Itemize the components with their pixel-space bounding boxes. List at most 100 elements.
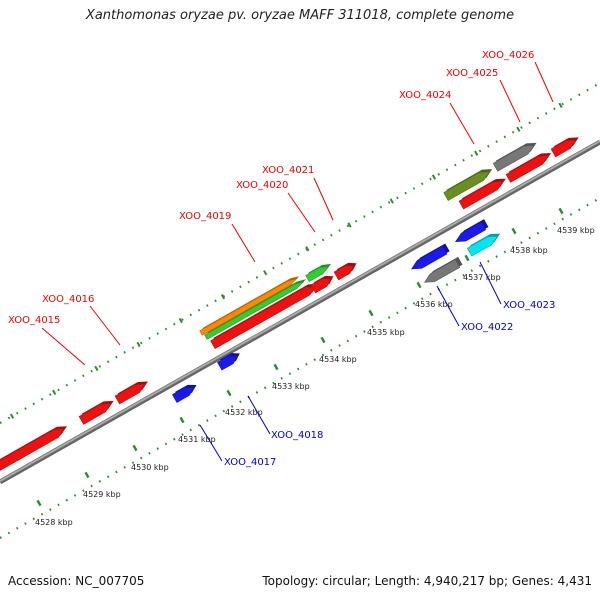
upper-guide-dot	[437, 173, 440, 176]
upper-guide-dot	[123, 350, 126, 354]
upper-guide-dot	[297, 252, 300, 256]
gene-label-xoo-4024[interactable]: XOO_4024	[399, 90, 451, 101]
gene-arrow-xoo-4023	[466, 233, 501, 257]
upper-guide-dot	[164, 327, 168, 331]
dotted-guide-lines	[0, 84, 598, 539]
gene-arrow-xoo-4025	[492, 142, 537, 172]
upper-guide-dot	[396, 196, 399, 200]
gene-arrow-xoo-4020-face	[204, 281, 305, 340]
gene-label-xoo-4019[interactable]: XOO_4019	[179, 211, 231, 222]
upper-guide-dot	[330, 233, 333, 237]
scale-tick-label: 4532 kbp	[225, 408, 263, 417]
scale-tick-label: 4536 kbp	[415, 300, 453, 309]
gene-arrow-xoo-4015-face	[0, 428, 65, 471]
lower-guide-dot	[429, 292, 432, 296]
upper-guide-dot	[470, 154, 474, 157]
leader-xoo-4017	[199, 424, 223, 462]
upper-guide-dot	[230, 290, 234, 293]
upper-guide-dot	[553, 107, 556, 111]
gene-arrow-xoo-4021b-face	[333, 265, 355, 281]
lower-guide-dot	[553, 222, 556, 226]
scale-tick-label: 4534 kbp	[319, 355, 357, 364]
lower-guide-dot	[544, 227, 548, 230]
lower-guide-dot	[594, 199, 598, 202]
upper-guide-dot	[363, 215, 366, 218]
gene-labels: XOO_4015 XOO_4016 XOO_4019 XOO_4020 XOO_4021…	[8, 50, 555, 468]
upper-guide-dot	[528, 121, 531, 125]
leader-xoo-4020	[287, 192, 316, 233]
lower-guide-dot	[123, 465, 126, 469]
lower-guide-dot	[106, 475, 110, 479]
scale-major-tick	[511, 227, 517, 235]
gene-label-xoo-4018[interactable]: XOO_4018	[271, 430, 323, 441]
gene-arrow-xoo-4025-red	[505, 152, 552, 183]
lower-guide-dot	[569, 213, 573, 216]
upper-guide-dot	[148, 336, 151, 340]
upper-guide-dot	[280, 262, 283, 265]
lower-guide-dot	[206, 419, 209, 422]
leader-xoo-4021	[313, 177, 334, 221]
lower-guide-dot	[387, 316, 391, 319]
lower-guide-dot	[462, 273, 465, 277]
gene-label-xoo-4022[interactable]: XOO_4022	[461, 322, 513, 333]
lower-guide-dot	[57, 503, 60, 507]
gene-arrow-xoo-4016a	[78, 400, 114, 425]
upper-guide-dot	[65, 383, 69, 387]
lower-guide-dot	[197, 423, 201, 427]
gene-label-xoo-4016[interactable]: XOO_4016	[42, 294, 94, 305]
lower-guide-dot	[7, 531, 11, 535]
leader-xoo-4024	[449, 102, 475, 145]
lower-guide-dot	[487, 259, 490, 263]
gene-arrow-xoo-4019-red-face	[210, 286, 317, 350]
gene-label-xoo-4023[interactable]: XOO_4023	[503, 300, 555, 311]
upper-guide-tick	[136, 341, 141, 348]
leader-xoo-4018	[247, 395, 271, 435]
upper-guide-dot	[272, 266, 275, 270]
scale-tick-label: 4531 kbp	[178, 435, 216, 444]
lower-guide-dot	[338, 344, 341, 347]
scale-tick-label: 4538 kbp	[510, 246, 548, 255]
leader-xoo-4022	[436, 285, 460, 327]
scale-major-tick	[132, 444, 138, 452]
gene-arrow-xoo-4017-face	[172, 387, 195, 403]
upper-guide-dot	[206, 304, 209, 307]
gene-label-xoo-4021[interactable]: XOO_4021	[262, 165, 314, 176]
upper-guide-dot	[454, 163, 457, 167]
gene-label-xoo-4020[interactable]: XOO_4020	[236, 180, 288, 191]
lower-guide-dot	[156, 447, 159, 450]
gene-label-xoo-4025[interactable]: XOO_4025	[446, 68, 498, 79]
upper-guide-dot	[247, 280, 250, 284]
leader-xoo-4019	[231, 223, 256, 263]
upper-guide-tick	[389, 198, 394, 204]
upper-guide-dot	[561, 102, 564, 106]
upper-guide-dot	[131, 346, 135, 350]
lower-guide-dot	[255, 391, 259, 394]
scale-major-tick	[226, 389, 232, 397]
upper-guide-dot	[586, 88, 589, 92]
upper-guide-dot	[115, 355, 118, 359]
gene-label-xoo-4017[interactable]: XOO_4017	[224, 457, 276, 468]
gene-arrow-xoo-4016b-face	[114, 383, 146, 405]
lower-guide-dot	[263, 386, 267, 390]
upper-guide-tick	[516, 126, 521, 132]
gene-arrow-xoo-4019	[199, 276, 300, 336]
lower-guide-dot	[239, 400, 242, 404]
upper-guide-dot	[255, 276, 259, 279]
upper-guide-dot	[495, 140, 498, 143]
lower-guide-dot	[65, 498, 69, 502]
lower-guide-dot	[313, 358, 317, 361]
lower-guide-dot	[40, 512, 44, 516]
leader-xoo-4015	[41, 327, 86, 366]
gene-label-xoo-4026[interactable]: XOO_4026	[482, 50, 534, 61]
lower-guide-dot	[520, 241, 523, 244]
gene-arrow-xoo-4019-face	[199, 278, 298, 336]
lower-guide-dot	[288, 372, 292, 376]
upper-guide-dot	[90, 369, 93, 373]
genome-backbone	[0, 139, 600, 485]
upper-guide-dot	[338, 229, 341, 232]
lower-guide-dot	[272, 381, 275, 385]
gene-label-xoo-4015[interactable]: XOO_4015	[8, 315, 60, 326]
gene-arrow-xoo-4018-face	[217, 355, 238, 371]
upper-guide-dot	[139, 341, 143, 345]
upper-guide-tick	[178, 317, 183, 324]
